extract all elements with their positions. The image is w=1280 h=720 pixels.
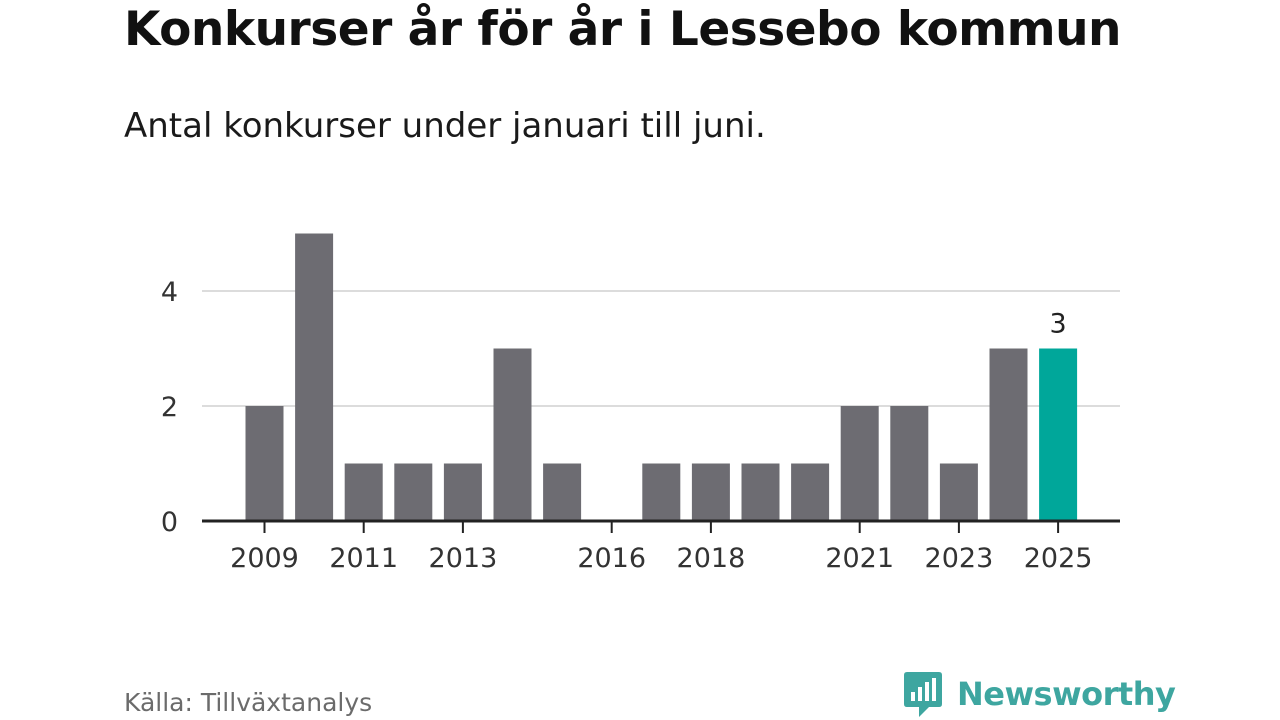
bar (741, 463, 780, 521)
x-tick-label: 2009 (230, 543, 299, 574)
bar (890, 406, 929, 521)
x-tick-label: 2013 (429, 543, 498, 574)
x-tick-label: 2023 (925, 543, 994, 574)
bar (543, 463, 582, 521)
y-tick-label: 2 (161, 392, 178, 423)
data-label: 3 (1050, 309, 1067, 340)
x-tick-label: 2016 (577, 543, 646, 574)
x-tick-label: 2021 (825, 543, 894, 574)
bar (791, 463, 830, 521)
newsworthy-logo-icon (904, 672, 942, 717)
bar (642, 463, 681, 521)
chart-title: Konkurser år för år i Lessebo kommun (124, 2, 1122, 57)
bar (691, 463, 730, 521)
bar (344, 463, 383, 521)
x-tick-label: 2011 (329, 543, 398, 574)
y-tick-label: 4 (161, 277, 178, 308)
bar (989, 348, 1028, 521)
x-tick-label: 2025 (1024, 543, 1093, 574)
bar (939, 463, 978, 521)
x-tick-label: 2018 (677, 543, 746, 574)
bar-highlight (1039, 348, 1078, 521)
source-note: Källa: Tillväxtanalys (124, 688, 373, 717)
bar (295, 233, 334, 521)
bar (493, 348, 532, 521)
bar (840, 406, 879, 521)
brand-name: Newsworthy (957, 675, 1176, 713)
bar (394, 463, 433, 521)
bar (443, 463, 482, 521)
brand-logo: Newsworthy (903, 670, 1176, 718)
chart-subtitle: Antal konkurser under januari till juni. (124, 106, 766, 146)
y-tick-label: 0 (161, 507, 178, 538)
bar (245, 406, 284, 521)
